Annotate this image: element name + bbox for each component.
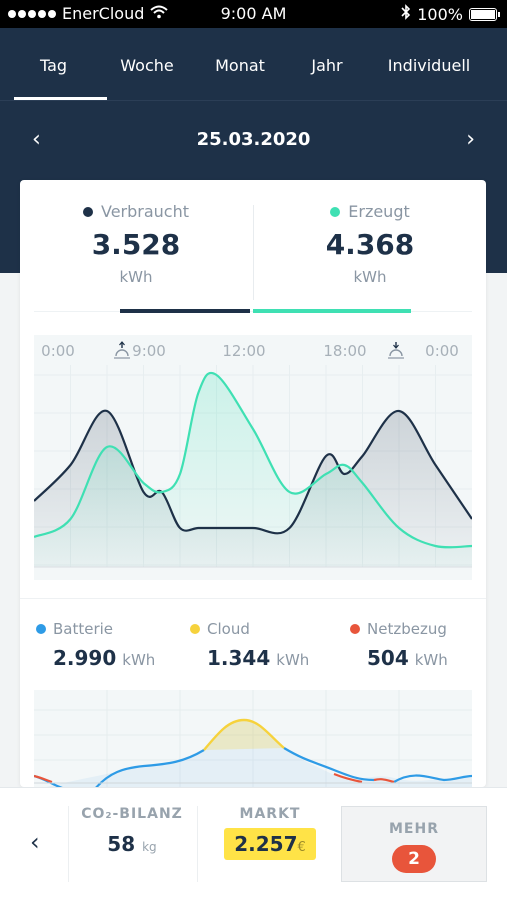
bluetooth-icon <box>401 4 411 24</box>
produced-underline <box>253 309 411 313</box>
market-title: MARKT <box>239 806 301 822</box>
cloud-dot-icon <box>190 624 200 634</box>
market-badge: 2.257€ <box>224 828 316 860</box>
x-tick-label: 0:00 <box>41 342 75 360</box>
breakdown-chart[interactable] <box>34 690 472 787</box>
battery-value: 2.990 <box>53 646 117 670</box>
battery-percent: 100% <box>417 4 463 24</box>
energy-card: Verbraucht 3.528 kWh Erzeugt 4.368 kWh 0… <box>20 180 486 787</box>
carrier-name: EnerCloud <box>62 4 145 23</box>
more-button[interactable]: MEHR 2 <box>341 806 487 882</box>
grid-dot-icon <box>350 624 360 634</box>
market[interactable]: MARKT 2.257€ <box>202 806 338 860</box>
status-bar: EnerCloud 9:00 AM 100% <box>0 0 507 28</box>
series-area-produced <box>34 372 472 567</box>
cloud-unit: kWh <box>276 651 310 669</box>
bottom-divider <box>68 806 69 882</box>
tab-tag[interactable]: Tag <box>0 28 107 100</box>
x-tick-label: 9:00 <box>132 342 166 360</box>
energy-chart[interactable]: 0:00 9:00 12:00 18:00 0:00 <box>34 335 472 580</box>
consumed-value: 3.528 <box>91 228 181 261</box>
chevron-right-icon[interactable]: › <box>466 127 475 152</box>
battery-stat[interactable]: Batterie 2.990 kWh <box>36 620 191 670</box>
co2-value: 58 <box>107 832 136 856</box>
breakdown-grid <box>34 690 472 787</box>
grid-unit: kWh <box>414 651 448 669</box>
date-navigator: ‹ 25.03.2020 › <box>0 125 507 155</box>
consumed-stat[interactable]: Verbraucht 3.528 kWh <box>20 202 252 286</box>
market-value: 2.257 <box>234 832 298 856</box>
stat-divider <box>253 205 254 300</box>
grid-line-2 <box>333 772 395 784</box>
produced-stat[interactable]: Erzeugt 4.368 kWh <box>254 202 486 286</box>
status-time: 9:00 AM <box>220 4 287 23</box>
chart-series <box>34 371 472 567</box>
co2-title: CO₂-BILANZ <box>81 806 183 822</box>
battery-dot-icon <box>36 624 46 634</box>
consumed-underline <box>120 309 250 313</box>
tab-individuell[interactable]: Individuell <box>387 56 471 75</box>
series-line-produced <box>34 371 472 549</box>
tabs-divider <box>0 100 507 101</box>
co2-unit: kg <box>142 840 157 854</box>
x-tick-label: 0:00 <box>425 342 459 360</box>
battery-unit: kWh <box>122 651 156 669</box>
signal-icon <box>8 9 56 18</box>
grid-stat[interactable]: Netzbezug 504 kWh <box>350 620 505 670</box>
tab-monat[interactable]: Monat <box>215 56 265 75</box>
consumed-unit: kWh <box>119 268 153 286</box>
sunset-icon <box>388 342 404 359</box>
cloud-line <box>203 718 285 751</box>
grid-value: 504 <box>367 646 409 670</box>
wifi-icon <box>150 4 169 23</box>
produced-label: Erzeugt <box>348 202 410 221</box>
chevron-left-icon[interactable]: ‹ <box>32 127 41 152</box>
tab-jahr[interactable]: Jahr <box>311 56 343 75</box>
co2-balance[interactable]: CO₂-BILANZ 58 kg <box>72 806 192 856</box>
x-tick-labels: 0:00 9:00 12:00 18:00 0:00 <box>41 342 459 360</box>
sunrise-icon <box>114 341 130 359</box>
x-tick-label: 12:00 <box>222 342 265 360</box>
grid-line <box>34 774 53 784</box>
chevron-left-icon[interactable]: ‹ <box>30 828 40 856</box>
cloud-area <box>204 720 284 750</box>
consumed-label: Verbraucht <box>100 202 189 221</box>
battery-line-2 <box>283 747 472 783</box>
grid-label: Netzbezug <box>367 620 447 638</box>
bottom-bar: ‹ CO₂-BILANZ 58 kg MARKT 2.257€ MEHR 2 <box>0 787 507 901</box>
consumed-dot-icon <box>82 206 93 217</box>
battery-label: Batterie <box>53 620 114 638</box>
produced-unit: kWh <box>353 268 387 286</box>
tab-woche[interactable]: Woche <box>120 56 174 75</box>
cloud-stat[interactable]: Cloud 1.344 kWh <box>190 620 345 670</box>
produced-dot-icon <box>330 206 341 217</box>
x-tick-label: 18:00 <box>323 342 366 360</box>
cloud-value: 1.344 <box>207 646 271 670</box>
produced-value: 4.368 <box>325 228 415 261</box>
more-badge: 2 <box>392 845 436 873</box>
more-title: MEHR <box>389 821 439 837</box>
battery-area <box>34 720 472 787</box>
market-unit: € <box>297 840 306 855</box>
bottom-divider <box>197 806 198 882</box>
period-tabs: Tag Woche Monat Jahr Individuell <box>0 28 507 100</box>
cloud-label: Cloud <box>207 620 250 638</box>
current-date: 25.03.2020 <box>196 129 311 150</box>
series-line-consumed <box>34 409 472 535</box>
battery-icon <box>469 7 500 21</box>
card-separator <box>20 598 486 599</box>
